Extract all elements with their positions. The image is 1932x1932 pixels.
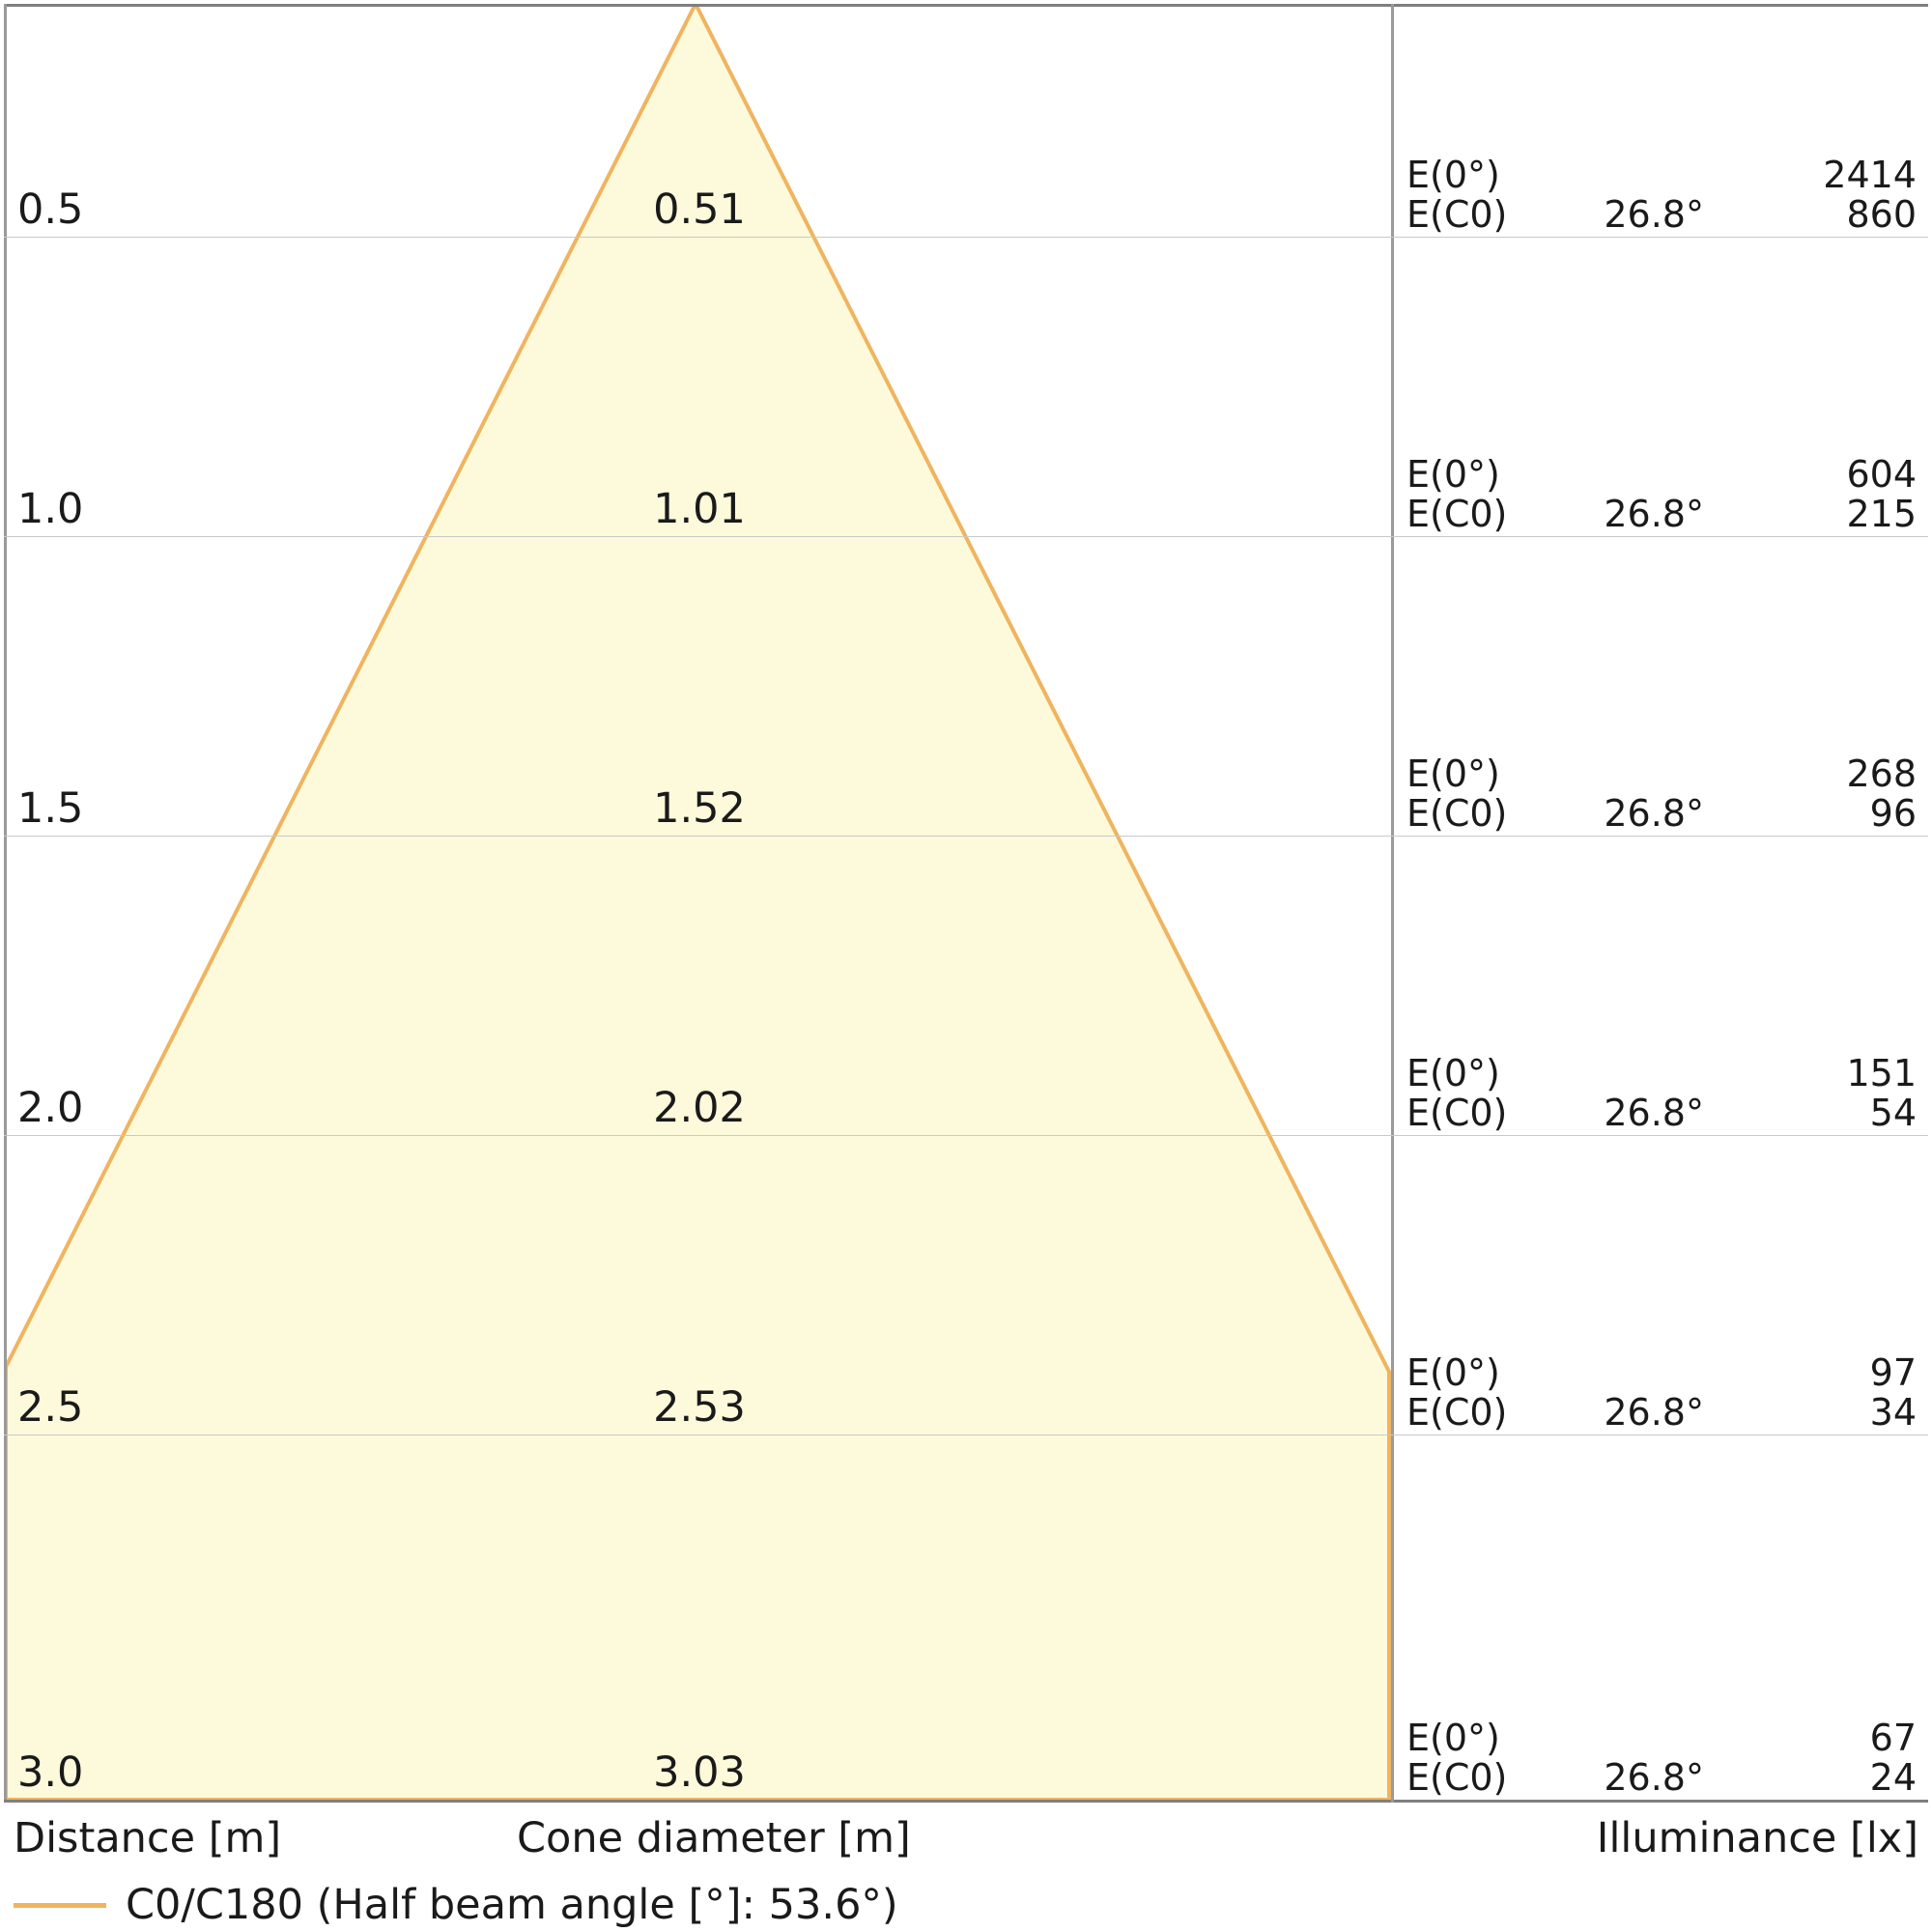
distance-value: 2.0 <box>17 1084 84 1132</box>
illuminance-ec0-key: E(C0) <box>1406 791 1508 835</box>
illuminance-ec0-key: E(C0) <box>1406 1091 1508 1134</box>
frame-bottom-border <box>4 1800 1928 1803</box>
illuminance-ec0-angle: 26.8° <box>1604 192 1704 236</box>
illuminance-e0-key: E(0°) <box>1406 1350 1500 1394</box>
cone-diameter-value: 1.52 <box>653 784 746 833</box>
illuminance-e0-key: E(0°) <box>1406 153 1500 196</box>
cone-diameter-value: 0.51 <box>653 185 746 234</box>
light-cone-shape <box>4 4 1391 1802</box>
gridline-1-0 <box>4 536 1928 537</box>
gridline-2-0 <box>4 1135 1928 1136</box>
illuminance-ec0-line: E(C0) 26.8° 215 <box>1406 492 1917 535</box>
axis-label-illuminance: Illuminance [lx] <box>1596 1814 1918 1862</box>
illuminance-e0-key: E(0°) <box>1406 452 1500 496</box>
illuminance-block: E(0°) 151 E(C0) 26.8° 54 <box>1406 1051 1917 1134</box>
illuminance-e0-value: 2414 <box>1823 153 1917 196</box>
plot-area: 0.5 0.51 E(0°) 2414 E(C0) 26.8° 860 1.0 … <box>4 4 1928 1803</box>
illuminance-ec0-line: E(C0) 26.8° 54 <box>1406 1091 1917 1134</box>
axis-label-distance: Distance [m] <box>14 1814 282 1862</box>
illuminance-block: E(0°) 2414 E(C0) 26.8° 860 <box>1406 153 1917 236</box>
illuminance-e0-line: E(0°) 2414 <box>1406 153 1917 196</box>
illuminance-e0-value: 97 <box>1869 1350 1917 1394</box>
illuminance-ec0-line: E(C0) 26.8° 34 <box>1406 1390 1917 1434</box>
illuminance-e0-line: E(0°) 67 <box>1406 1716 1917 1759</box>
illuminance-ec0-line: E(C0) 26.8° 24 <box>1406 1755 1917 1799</box>
illuminance-ec0-line: E(C0) 26.8° 96 <box>1406 791 1917 835</box>
distance-value: 0.5 <box>17 185 84 234</box>
illuminance-e0-key: E(0°) <box>1406 1051 1500 1094</box>
illuminance-e0-value: 67 <box>1869 1716 1917 1759</box>
illuminance-e0-line: E(0°) 604 <box>1406 452 1917 496</box>
cone-diameter-value: 2.53 <box>653 1383 746 1432</box>
illuminance-column-divider <box>1391 4 1394 1803</box>
illuminance-e0-value: 151 <box>1846 1051 1917 1094</box>
illuminance-ec0-value: 54 <box>1869 1091 1917 1134</box>
illuminance-e0-key: E(0°) <box>1406 1716 1500 1759</box>
illuminance-ec0-line: E(C0) 26.8° 860 <box>1406 192 1917 236</box>
illuminance-ec0-key: E(C0) <box>1406 1390 1508 1434</box>
illuminance-ec0-angle: 26.8° <box>1604 1091 1704 1134</box>
illuminance-ec0-key: E(C0) <box>1406 1755 1508 1799</box>
frame-top-border <box>4 4 1928 7</box>
illuminance-ec0-angle: 26.8° <box>1604 1755 1704 1799</box>
illuminance-ec0-angle: 26.8° <box>1604 1390 1704 1434</box>
illuminance-block: E(0°) 67 E(C0) 26.8° 24 <box>1406 1716 1917 1799</box>
illuminance-e0-line: E(0°) 151 <box>1406 1051 1917 1094</box>
illuminance-ec0-key: E(C0) <box>1406 492 1508 535</box>
illuminance-e0-value: 604 <box>1846 452 1917 496</box>
gridline-1-5 <box>4 836 1928 837</box>
illuminance-block: E(0°) 268 E(C0) 26.8° 96 <box>1406 752 1917 835</box>
illuminance-e0-key: E(0°) <box>1406 752 1500 795</box>
illuminance-ec0-key: E(C0) <box>1406 192 1508 236</box>
distance-value: 1.0 <box>17 485 84 533</box>
distance-value: 1.5 <box>17 784 84 833</box>
cone-diameter-value: 2.02 <box>653 1084 746 1132</box>
illuminance-ec0-value: 34 <box>1869 1390 1917 1434</box>
legend: C0/C180 (Half beam angle [°]: 53.6°) <box>14 1881 898 1929</box>
distance-value: 2.5 <box>17 1383 84 1432</box>
gridline-0-5 <box>4 237 1928 238</box>
legend-label-c0-c180: C0/C180 (Half beam angle [°]: 53.6°) <box>126 1881 898 1929</box>
illuminance-ec0-value: 24 <box>1869 1755 1917 1799</box>
illuminance-e0-line: E(0°) 97 <box>1406 1350 1917 1394</box>
distance-value: 3.0 <box>17 1748 84 1797</box>
legend-line-swatch-c0-c180 <box>14 1902 106 1908</box>
illuminance-e0-value: 268 <box>1846 752 1917 795</box>
cone-diameter-value: 1.01 <box>653 485 746 533</box>
illuminance-ec0-value: 96 <box>1869 791 1917 835</box>
illuminance-ec0-value: 215 <box>1846 492 1917 535</box>
illuminance-ec0-angle: 26.8° <box>1604 492 1704 535</box>
illuminance-e0-line: E(0°) 268 <box>1406 752 1917 795</box>
axis-captions: Distance [m] Cone diameter [m] Illuminan… <box>0 1814 1932 1872</box>
illuminance-block: E(0°) 604 E(C0) 26.8° 215 <box>1406 452 1917 535</box>
illuminance-ec0-angle: 26.8° <box>1604 791 1704 835</box>
frame-left-border <box>4 4 7 1803</box>
illuminance-block: E(0°) 97 E(C0) 26.8° 34 <box>1406 1350 1917 1434</box>
cone-diameter-value: 3.03 <box>653 1748 746 1797</box>
illuminance-ec0-value: 860 <box>1846 192 1917 236</box>
axis-label-cone-diameter: Cone diameter [m] <box>517 1814 911 1862</box>
cone-polygon <box>4 4 1391 1802</box>
